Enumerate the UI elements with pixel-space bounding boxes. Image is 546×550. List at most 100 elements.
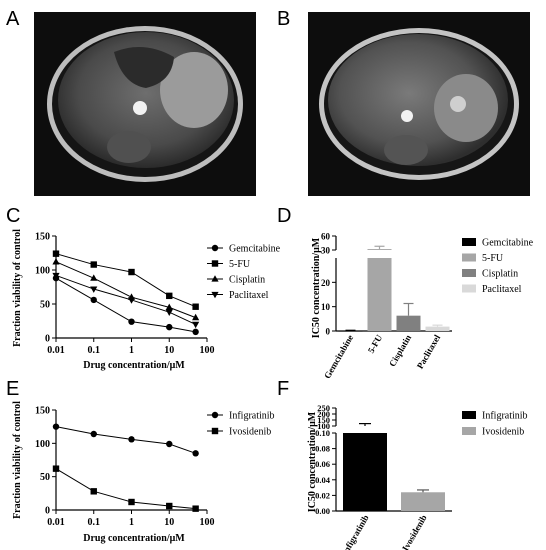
data-point (90, 261, 97, 268)
chart-e-xlabel: Drug concentration/μM (83, 533, 185, 544)
legend-swatch (462, 411, 476, 419)
y-tick-label: 100 (35, 266, 50, 277)
x-tick-label: 1 (129, 517, 134, 528)
legend-label: 5-FU (482, 253, 504, 264)
legend-marker (211, 275, 219, 282)
x-tick-label: 10 (164, 345, 174, 356)
legend-label: Gemcitabine (229, 244, 281, 255)
panel-letter-b: B (277, 8, 291, 30)
chart-f-ylabel: IC50 concentration/μM (307, 411, 318, 512)
data-point (90, 296, 97, 304)
data-point (192, 328, 199, 336)
legend-marker (211, 244, 219, 252)
data-point (52, 465, 60, 472)
data-point (128, 436, 135, 443)
y-tick-label: 30 (321, 246, 331, 256)
data-point (165, 309, 173, 316)
y-tick-label: 0.04 (315, 475, 331, 485)
y-tick-label: 150 (35, 406, 50, 417)
legend-label: Cisplatin (229, 275, 265, 286)
legend-label: Cisplatin (482, 269, 518, 280)
x-tick-label: 100 (200, 345, 215, 356)
chart-c-ylabel: Fraction viability of control (12, 229, 23, 347)
x-tick-label: 0.1 (88, 345, 101, 356)
bar (401, 492, 445, 511)
data-point (166, 440, 173, 448)
legend-swatch (462, 427, 476, 435)
data-point (127, 297, 136, 304)
data-point (90, 430, 97, 438)
panel-letter-d: D (277, 205, 292, 227)
panel-letter-a: A (6, 8, 20, 30)
legend-label: Paclitaxel (229, 290, 269, 301)
x-tick-label: 0.01 (47, 345, 65, 356)
chart-c-xlabel: Drug concentration/μM (83, 360, 185, 371)
data-point (192, 450, 199, 457)
bar (343, 433, 387, 511)
y-tick-label: 0.10 (315, 428, 330, 438)
legend-swatch (462, 269, 476, 277)
y-tick-label: 0 (326, 327, 331, 337)
chart-e-ylabel: Fraction viability of control (12, 401, 23, 519)
x-tick-label: Infigratinib (340, 513, 371, 550)
y-tick-label: 200 (317, 409, 330, 419)
legend-label: Gemcitabine (482, 238, 534, 249)
x-tick-label: 10 (164, 517, 174, 528)
legend-swatch (462, 284, 476, 293)
legend-marker (211, 411, 219, 419)
data-point (52, 258, 60, 265)
data-point (166, 292, 173, 300)
data-point (128, 498, 135, 506)
data-point (166, 502, 173, 510)
y-tick-label: 0.08 (315, 444, 330, 454)
chart-d-ylabel: IC50 concentration/μM (311, 237, 322, 338)
legend-swatch (462, 253, 476, 262)
legend-label: Paclitaxel (482, 284, 522, 295)
legend-label: Ivosidenib (229, 427, 271, 438)
y-tick-label: 60 (321, 232, 331, 242)
y-tick-label: 0.06 (315, 459, 330, 469)
legend-swatch (462, 238, 476, 246)
legend-label: Infigratinib (482, 411, 528, 422)
data-point (90, 488, 97, 495)
x-tick-label: 0.1 (88, 517, 101, 528)
y-tick-label: 100 (317, 421, 330, 431)
legend-marker (211, 427, 219, 435)
data-point (192, 313, 200, 321)
y-tick-label: 0.00 (315, 506, 330, 516)
data-point (90, 286, 98, 293)
data-point (166, 323, 173, 331)
mri-image-a (34, 12, 256, 196)
y-tick-label: 10 (321, 302, 331, 312)
y-tick-label: 150 (35, 232, 50, 243)
bar (338, 330, 363, 332)
bar (396, 315, 421, 331)
legend-label: Ivosidenib (482, 427, 524, 438)
bar (425, 326, 450, 331)
data-point (128, 268, 135, 276)
panel-letter-c: C (6, 205, 21, 227)
data-point (52, 250, 60, 257)
data-point (52, 423, 60, 430)
panel-letter-e: E (6, 378, 20, 400)
data-point (192, 321, 200, 329)
x-tick-label: 100 (200, 517, 215, 528)
y-tick-label: 150 (317, 415, 330, 425)
x-tick-label: Ivosidenib (400, 513, 429, 550)
x-tick-label: 1 (129, 345, 134, 356)
y-tick-label: 20 (321, 278, 331, 288)
legend-label: Infigratinib (229, 411, 275, 422)
y-tick-label: 0 (45, 506, 50, 517)
y-tick-label: 0 (45, 334, 50, 345)
x-tick-label: 0.01 (47, 517, 65, 528)
y-tick-label: 0.02 (315, 490, 330, 500)
data-point (192, 303, 199, 310)
data-point (192, 505, 199, 512)
bar (367, 258, 392, 331)
y-tick-label: 250 (317, 403, 330, 413)
legend-marker (211, 260, 219, 267)
